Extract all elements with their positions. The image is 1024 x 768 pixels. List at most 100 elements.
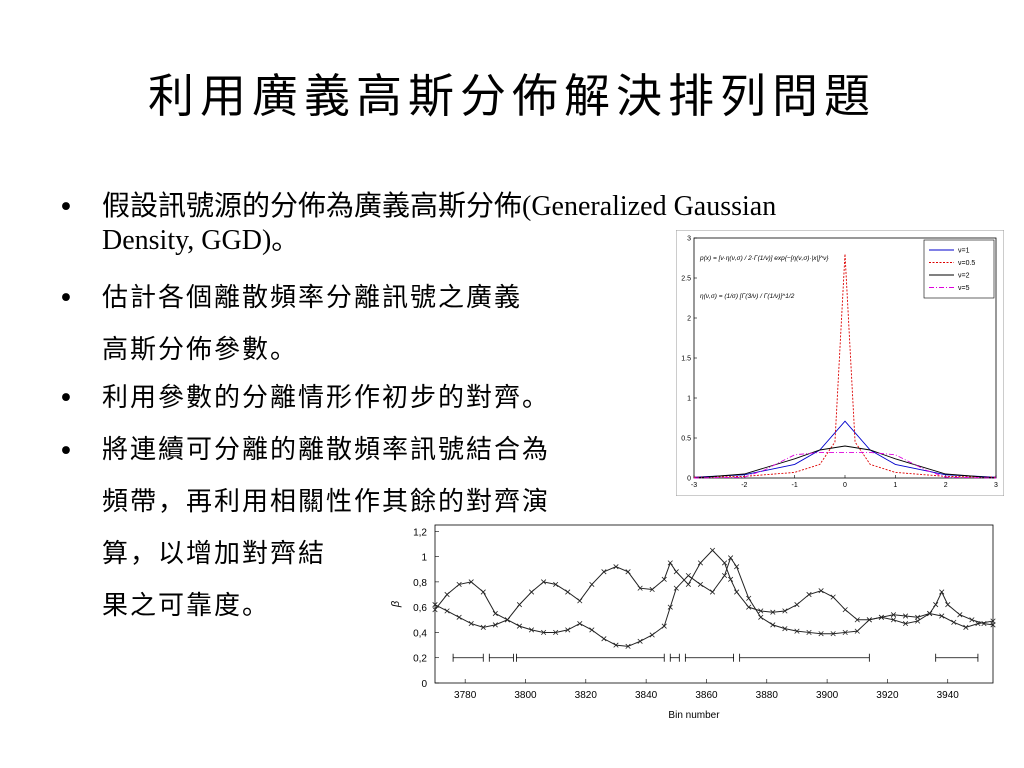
bullet-icon: • [58, 383, 74, 414]
series-2-marker [565, 627, 571, 633]
series-2-marker [975, 621, 981, 627]
series-1-marker [782, 608, 788, 614]
slide-title: 利用廣義高斯分佈解決排列問題 [148, 69, 876, 123]
series-2-marker [709, 589, 716, 595]
formula-line-2: η(ν,σ) = (1/σ) [Γ(3/ν) / Γ(1/ν)]^1/2 [700, 293, 795, 300]
series-1-marker [957, 612, 963, 618]
series-2-marker [951, 619, 957, 625]
y-tick-label: 1,2 [413, 527, 427, 538]
series-1-marker [667, 560, 673, 566]
series-2-marker [806, 629, 812, 636]
series-2-marker [541, 629, 547, 636]
series-2-marker [939, 613, 945, 619]
series-2-marker [734, 564, 740, 570]
series-2-marker [758, 614, 764, 620]
bullet-1-line-1: 假設訊號源的分佈為廣義高斯分佈(Generalized Gaussian [102, 191, 777, 222]
series-2-marker [673, 585, 679, 591]
series-1-marker [673, 569, 679, 575]
series-1-marker [697, 560, 704, 566]
series-1-marker [625, 569, 631, 575]
series-2-marker [818, 631, 824, 637]
series-2-marker [890, 617, 897, 623]
series-1-marker [589, 581, 595, 587]
series-2-marker [432, 602, 438, 608]
series-1-marker [444, 591, 450, 598]
series-2-marker [667, 604, 673, 610]
y-tick-label: 0 [421, 679, 427, 690]
series-1-marker [969, 617, 975, 623]
formula-line-1: p(x) = [ν·η(ν,σ) / 2·Γ(1/ν)] exp{−[η(ν,σ… [699, 255, 829, 262]
series-line-1 [434, 549, 994, 626]
x-tick-label: 3820 [575, 690, 598, 701]
series-1-marker [728, 576, 734, 582]
x-tick-label: 0 [843, 482, 847, 489]
y-tick-label: 0,2 [413, 654, 427, 665]
series-1-marker [709, 547, 716, 553]
series-1-marker [990, 622, 996, 628]
series-2-marker [794, 628, 800, 634]
x-tick-label: 3860 [695, 690, 718, 701]
bullet-icon: • [58, 192, 74, 223]
y-tick-label: 1.5 [681, 356, 691, 363]
bullet-1-line-2: Density, GGD)。 [102, 225, 300, 256]
series-line-2 [434, 556, 994, 647]
series-2-marker [601, 636, 607, 642]
series-2-marker [721, 572, 728, 579]
series-1-marker [939, 589, 945, 595]
series-2-marker [902, 621, 909, 627]
series-2-marker [625, 643, 631, 649]
series-2-marker [456, 614, 462, 620]
bullet-2-line-1: 估計各個離散頻率分離訊號之廣義 [102, 283, 523, 313]
series-1-marker [492, 610, 498, 617]
x-tick-label: 3880 [756, 690, 779, 701]
x-tick-label: 1 [893, 482, 897, 489]
series-1-marker [818, 588, 824, 594]
chart-legend: ν=1 ν=0.5 ν=2 ν=5 [923, 239, 995, 299]
x-axis-label: Bin number [668, 710, 720, 721]
x-tick-label: 3900 [816, 690, 839, 701]
bullet-4-line-2: 頻帶，再利用相關性作其餘的對齊演 [102, 487, 551, 517]
series-1-marker [770, 609, 776, 615]
series-2-marker [697, 581, 704, 587]
x-tick-label: 3940 [937, 690, 960, 701]
series-1-marker [933, 602, 939, 608]
x-tick-label: -1 [792, 482, 798, 489]
series-2-marker [878, 614, 884, 620]
series-2-marker [528, 627, 535, 633]
bullet-icon: • [58, 436, 74, 467]
y-tick-label: 2.5 [681, 276, 691, 283]
series-1-marker [721, 560, 728, 566]
series-1-marker [456, 581, 462, 587]
series-2-marker [516, 623, 523, 629]
plot-area [434, 524, 994, 684]
series-1-marker [842, 607, 848, 613]
series-1-marker [516, 602, 523, 608]
series-2-marker [661, 623, 667, 629]
series-1-marker [945, 602, 951, 608]
x-tick-label: 3800 [514, 690, 537, 701]
series-2-marker [553, 629, 559, 636]
series-line-2 [693, 253, 997, 478]
series-line-3 [693, 445, 997, 479]
x-tick-label: 3 [994, 482, 998, 489]
series-1-marker [649, 586, 655, 593]
bullet-3-line-1: 利用參數的分離情形作初步的對齊。 [102, 383, 551, 413]
ggd-density-chart: -3 -2 -1 0 1 2 3 0 0.5 1 1.5 2 2.5 3 p(x) = [ν·η(ν,σ) … [676, 230, 1004, 496]
series-1-marker [915, 614, 921, 620]
legend-label: ν=2 [958, 273, 970, 280]
series-2-marker [782, 626, 788, 632]
series-1-marker [432, 607, 438, 613]
series-2-marker [746, 595, 752, 601]
series-1-marker [637, 585, 643, 591]
y-axis-label: β [390, 600, 402, 608]
legend-label: ν=5 [958, 285, 970, 292]
bullet-4-line-1: 將連續可分離的離散頻率訊號結合為 [102, 435, 551, 465]
y-tick-label: 1 [421, 553, 427, 564]
y-tick-label: 0,6 [413, 603, 427, 614]
series-1-marker [661, 576, 667, 582]
series-2-marker [444, 608, 450, 614]
series-1-marker [480, 589, 486, 595]
series-2-marker [963, 624, 969, 630]
series-2-marker [613, 642, 619, 648]
series-1-marker [685, 581, 691, 587]
